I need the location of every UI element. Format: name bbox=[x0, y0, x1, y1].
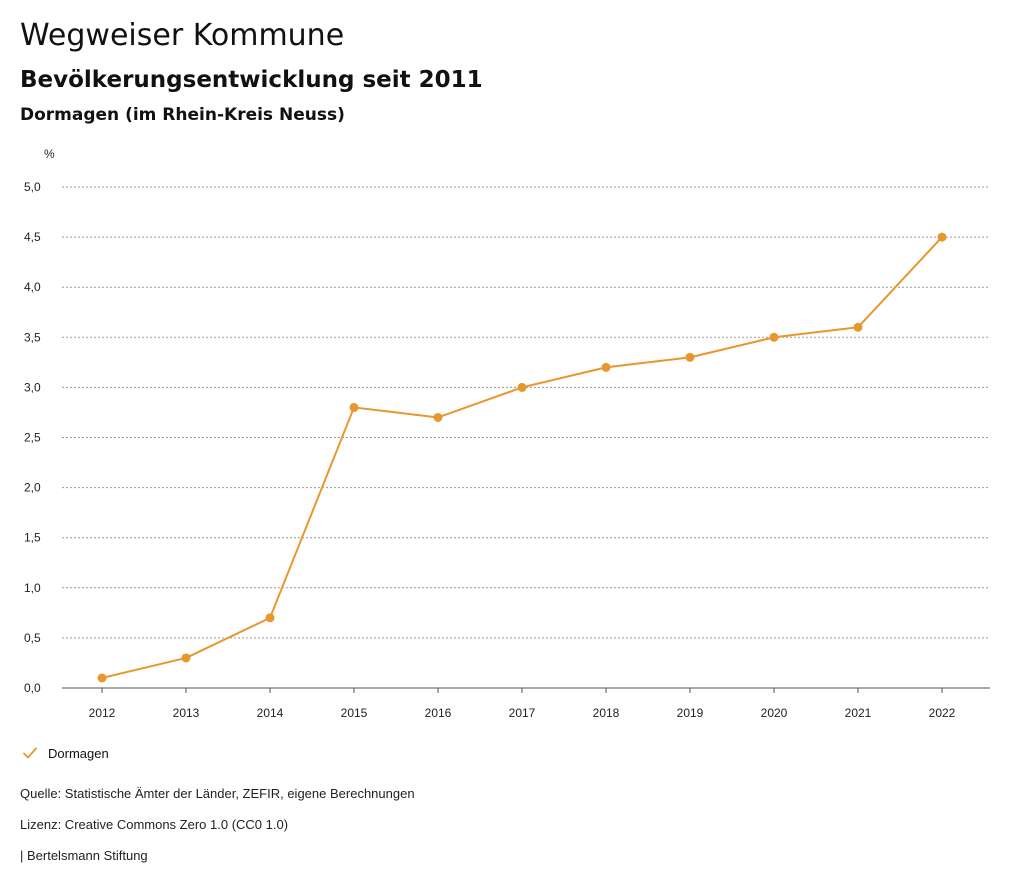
data-point bbox=[265, 613, 275, 623]
source-note: Quelle: Statistische Ämter der Länder, Z… bbox=[20, 786, 415, 801]
x-tick-label: 2022 bbox=[929, 706, 956, 720]
grid-layer bbox=[62, 186, 990, 689]
x-tick-label: 2013 bbox=[173, 706, 200, 720]
x-tick-label: 2017 bbox=[509, 706, 536, 720]
data-point bbox=[601, 362, 611, 372]
y-tick-label: 2,5 bbox=[24, 431, 41, 445]
line-chart: % 0,0 0,5 1,0 1,5 2,0 2,5 3,0 3,5 4,0 4,5 5,0 2012… bbox=[24, 147, 990, 720]
x-tick-label: 2016 bbox=[425, 706, 452, 720]
x-tick-label: 2019 bbox=[677, 706, 704, 720]
chart-subtitle: Bevölkerungsentwicklung seit 2011 bbox=[20, 67, 483, 93]
y-tick-label: 1,0 bbox=[24, 581, 41, 595]
series-layer bbox=[97, 232, 947, 683]
y-tick-label: 2,0 bbox=[24, 481, 41, 495]
data-point bbox=[433, 412, 443, 422]
publisher-note: | Bertelsmann Stiftung bbox=[20, 848, 148, 863]
x-axis: 2012 2013 2014 2015 2016 2017 2018 2019 2020 2021… bbox=[89, 688, 956, 720]
region-label: Dormagen (im Rhein-Kreis Neuss) bbox=[20, 105, 345, 125]
series-line-dormagen bbox=[101, 236, 943, 679]
data-point bbox=[517, 382, 527, 392]
x-tick-label: 2018 bbox=[593, 706, 620, 720]
y-tick-label: 4,5 bbox=[24, 230, 41, 244]
x-tick-label: 2020 bbox=[761, 706, 788, 720]
page-title: Wegweiser Kommune bbox=[20, 18, 345, 53]
x-tick-label: 2014 bbox=[257, 706, 284, 720]
data-point bbox=[97, 673, 107, 683]
x-tick-label: 2012 bbox=[89, 706, 116, 720]
y-tick-label: 4,0 bbox=[24, 280, 41, 294]
legend-item-dormagen[interactable]: Dormagen bbox=[22, 745, 109, 761]
data-point bbox=[181, 653, 191, 663]
data-point bbox=[937, 232, 947, 242]
x-tick-label: 2021 bbox=[845, 706, 872, 720]
y-tick-label: 1,5 bbox=[24, 531, 41, 545]
y-tick-label: 3,5 bbox=[24, 330, 41, 344]
data-point bbox=[769, 332, 779, 342]
y-tick-label: 0,5 bbox=[24, 631, 41, 645]
x-tick-label: 2015 bbox=[341, 706, 368, 720]
check-icon bbox=[22, 745, 38, 761]
y-axis: % 0,0 0,5 1,0 1,5 2,0 2,5 3,0 3,5 4,0 4,5 5,0 bbox=[24, 147, 55, 695]
data-point bbox=[349, 402, 359, 412]
data-point bbox=[853, 322, 863, 332]
y-tick-label: 5,0 bbox=[24, 180, 41, 194]
y-tick-label: 3,0 bbox=[24, 380, 41, 394]
license-note: Lizenz: Creative Commons Zero 1.0 (CC0 1… bbox=[20, 817, 289, 832]
legend-label: Dormagen bbox=[48, 745, 109, 761]
y-tick-label: 0,0 bbox=[24, 681, 41, 695]
data-point bbox=[685, 352, 695, 362]
y-axis-unit-label: % bbox=[44, 147, 55, 161]
